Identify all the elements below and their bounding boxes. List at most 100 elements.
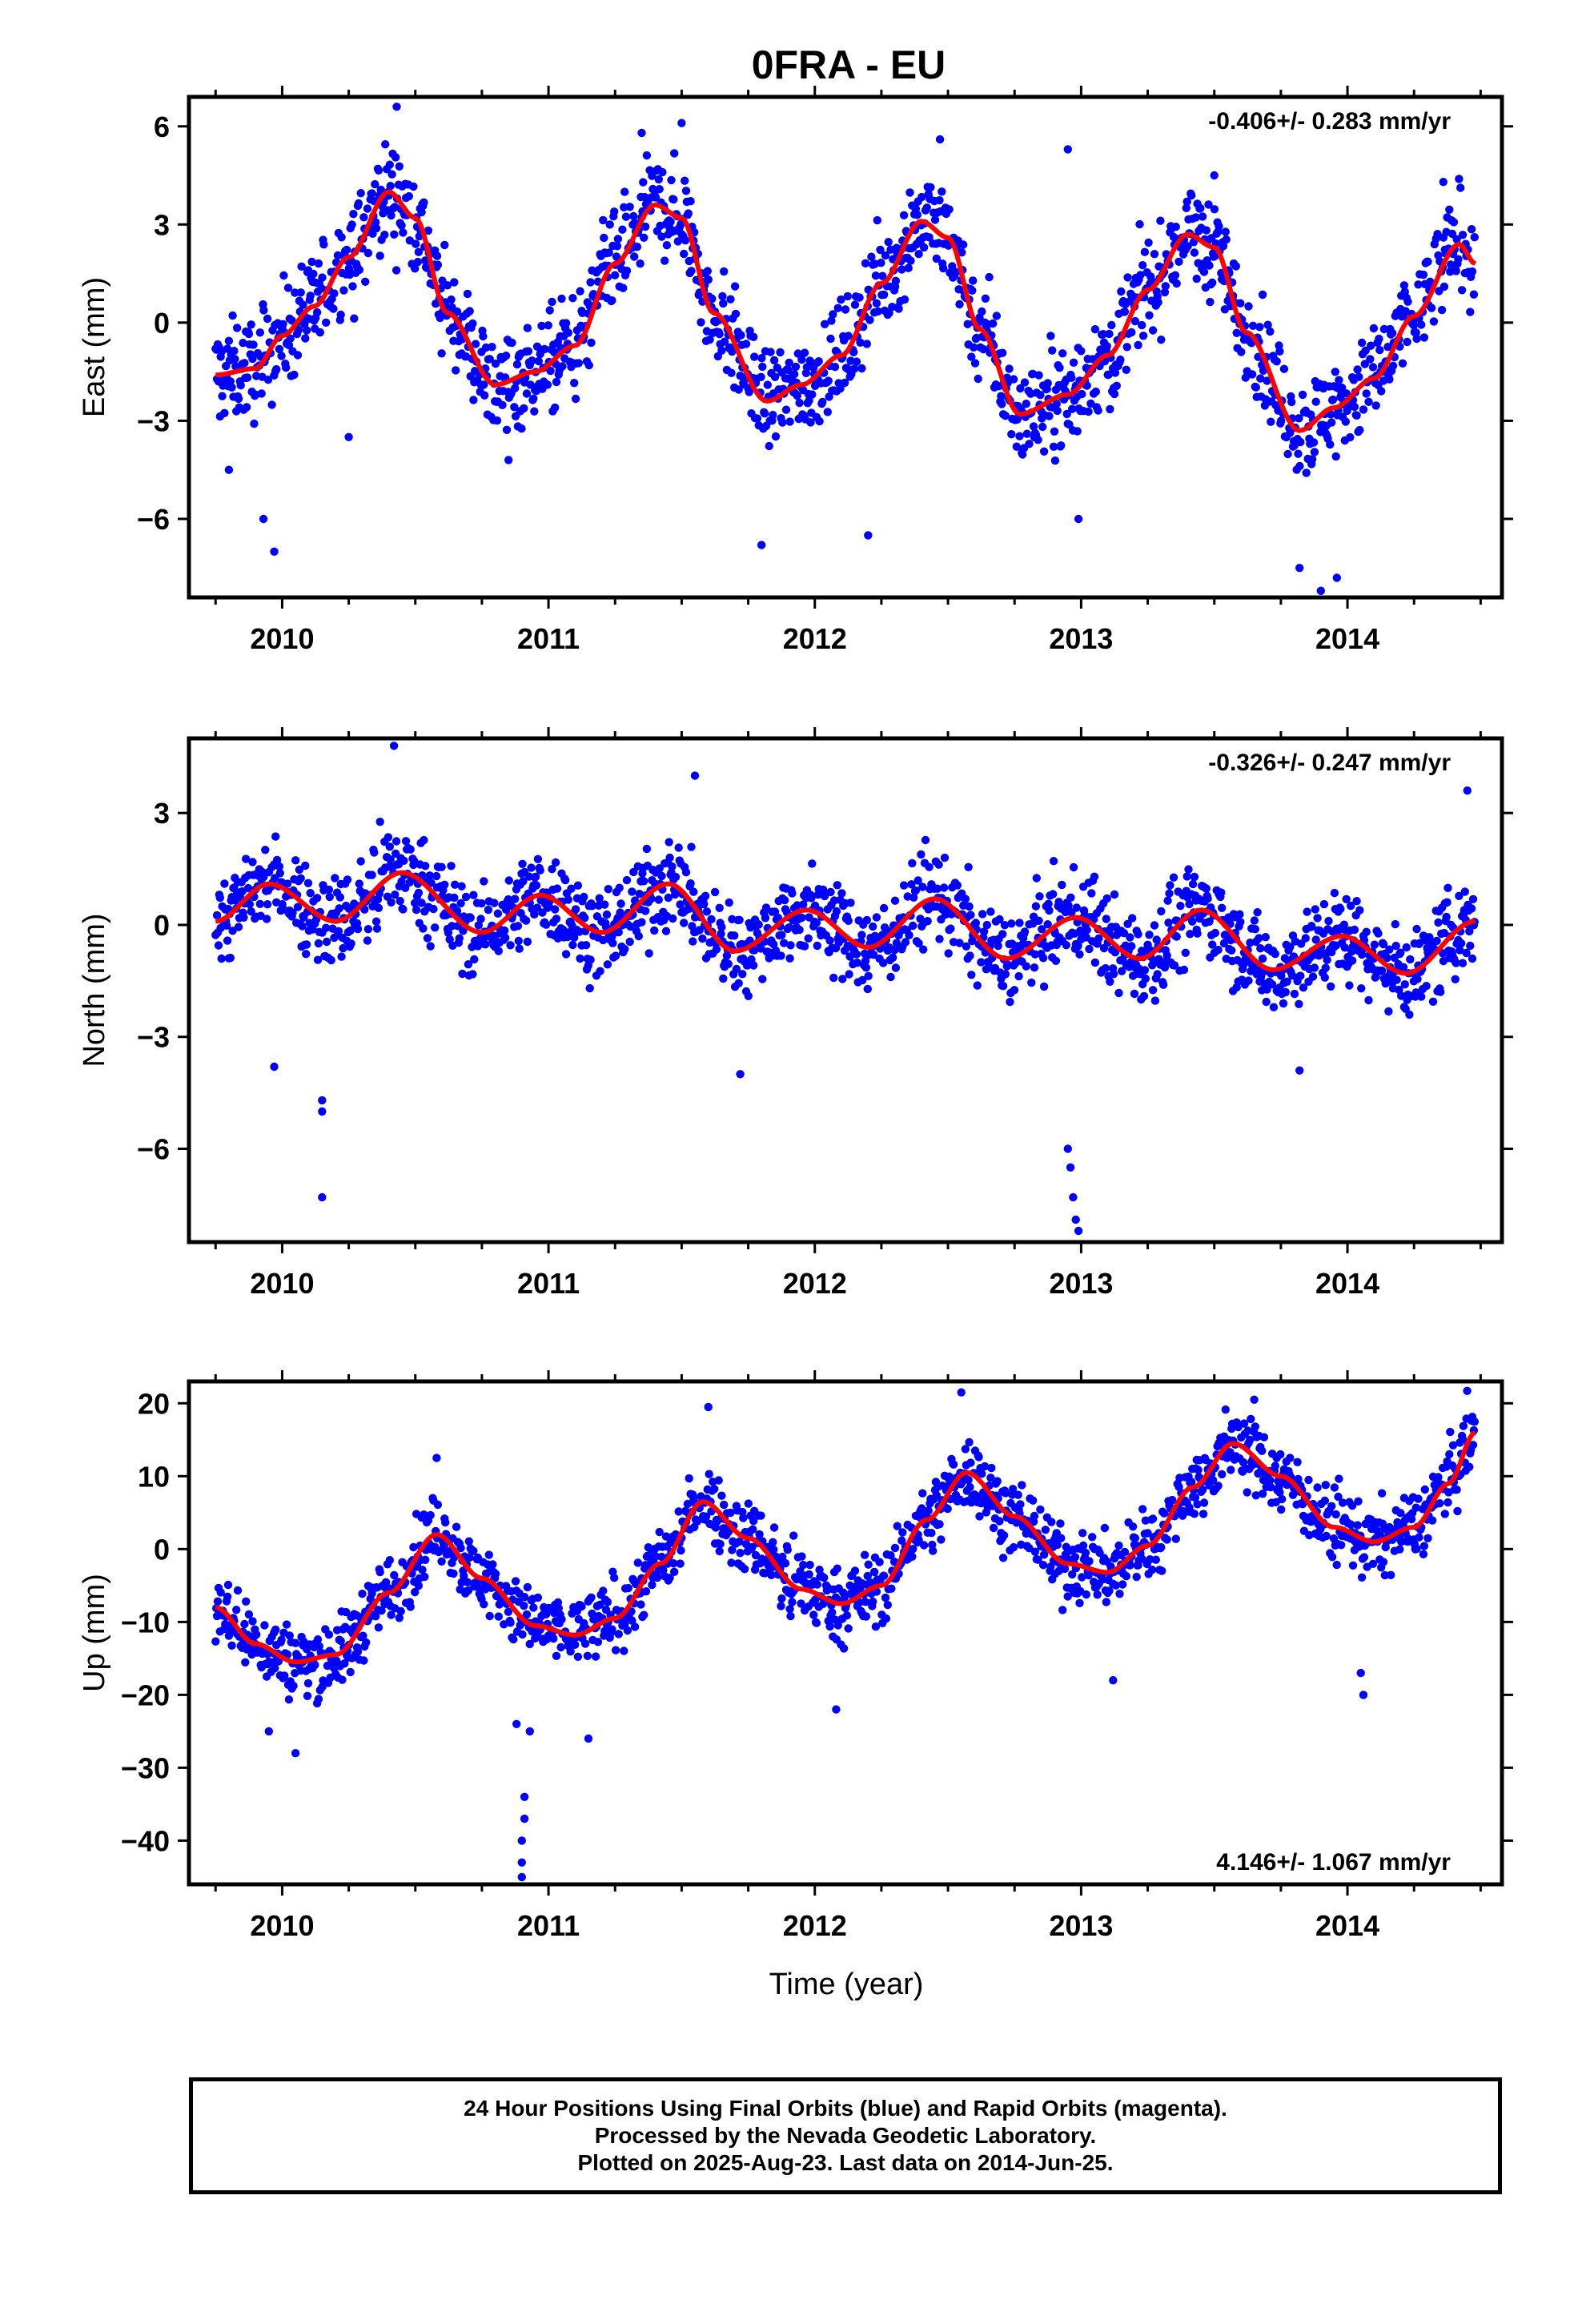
data-point — [481, 940, 490, 949]
data-point — [432, 871, 441, 881]
data-point — [1165, 889, 1174, 898]
data-point — [422, 263, 432, 272]
data-point — [228, 311, 237, 320]
data-point — [844, 916, 853, 926]
data-point — [1448, 1441, 1458, 1450]
outlier-point — [291, 1749, 300, 1758]
data-point — [943, 1504, 952, 1514]
data-point — [359, 1631, 367, 1640]
data-point — [1078, 389, 1086, 399]
data-point — [1346, 432, 1355, 442]
data-point — [1381, 979, 1390, 988]
data-point — [620, 944, 629, 954]
y-tick-label: −30 — [121, 1751, 170, 1784]
outlier-point — [517, 1872, 526, 1882]
data-point — [457, 882, 466, 891]
data-point — [1322, 1531, 1331, 1541]
data-point — [1100, 1523, 1110, 1533]
data-point — [1350, 402, 1359, 412]
data-point — [377, 1606, 386, 1615]
data-point — [272, 855, 282, 865]
data-point — [730, 282, 740, 291]
data-point — [1085, 1557, 1094, 1566]
data-point — [568, 294, 577, 303]
data-point — [1326, 440, 1335, 449]
data-point — [917, 850, 926, 859]
data-point — [788, 889, 797, 898]
data-point — [769, 1545, 778, 1554]
data-point — [533, 854, 543, 864]
data-point — [343, 875, 352, 884]
data-point — [397, 877, 406, 886]
outlier-point — [736, 1070, 745, 1079]
data-point — [417, 207, 426, 217]
data-point — [987, 1463, 996, 1473]
outlier-point — [1074, 1226, 1083, 1236]
data-point — [1307, 455, 1317, 464]
data-point — [263, 314, 272, 324]
data-point — [1138, 332, 1148, 340]
data-point — [797, 355, 806, 364]
data-point — [1321, 1481, 1331, 1490]
data-point — [1009, 1485, 1018, 1494]
data-point — [488, 343, 496, 352]
data-point — [385, 160, 394, 169]
data-point — [961, 895, 970, 903]
x-tick-label: 2010 — [250, 1267, 314, 1300]
data-point — [374, 1623, 383, 1632]
data-point — [262, 915, 271, 923]
data-point — [301, 861, 310, 870]
data-point — [470, 955, 479, 964]
data-point — [1107, 320, 1116, 330]
data-point — [391, 837, 401, 846]
data-point — [1466, 308, 1475, 316]
data-point — [1371, 401, 1380, 410]
y-tick-label: 0 — [154, 307, 170, 340]
data-point — [443, 281, 452, 290]
data-point — [551, 403, 560, 412]
data-point — [748, 1542, 757, 1552]
data-point — [1160, 287, 1170, 297]
data-point — [602, 910, 612, 919]
data-point — [502, 425, 512, 434]
data-point — [573, 881, 583, 890]
data-point — [596, 1600, 604, 1610]
velocity-rate-label: -0.326+/- 0.247 mm/yr — [1208, 750, 1451, 776]
data-point — [1199, 267, 1209, 276]
data-point — [421, 862, 430, 870]
data-point — [805, 1560, 814, 1570]
data-point — [872, 913, 881, 922]
data-point — [314, 1695, 323, 1703]
data-point — [383, 833, 393, 842]
data-point — [804, 934, 813, 943]
data-point — [1362, 927, 1371, 936]
data-point — [935, 1520, 944, 1529]
data-point — [720, 337, 729, 346]
data-point — [363, 204, 372, 213]
data-point — [1067, 373, 1076, 382]
data-point — [820, 320, 829, 328]
data-point — [969, 276, 978, 285]
data-point — [399, 905, 408, 914]
data-point — [760, 1569, 769, 1578]
data-point — [536, 866, 544, 875]
data-point — [1102, 915, 1111, 923]
data-point — [586, 955, 595, 964]
data-point — [1385, 375, 1394, 384]
data-point — [363, 925, 373, 934]
data-point — [771, 432, 781, 441]
data-point — [1222, 235, 1231, 244]
data-point — [313, 1635, 323, 1644]
data-point — [517, 424, 526, 433]
data-point — [1039, 447, 1049, 456]
data-point — [778, 1552, 787, 1562]
data-point — [658, 167, 667, 177]
data-point — [433, 260, 443, 269]
data-point — [476, 915, 485, 923]
data-point — [437, 349, 446, 358]
data-point — [1032, 874, 1042, 883]
data-point — [275, 869, 284, 878]
data-point — [363, 936, 372, 945]
data-point — [1297, 939, 1306, 948]
data-point — [395, 162, 404, 171]
